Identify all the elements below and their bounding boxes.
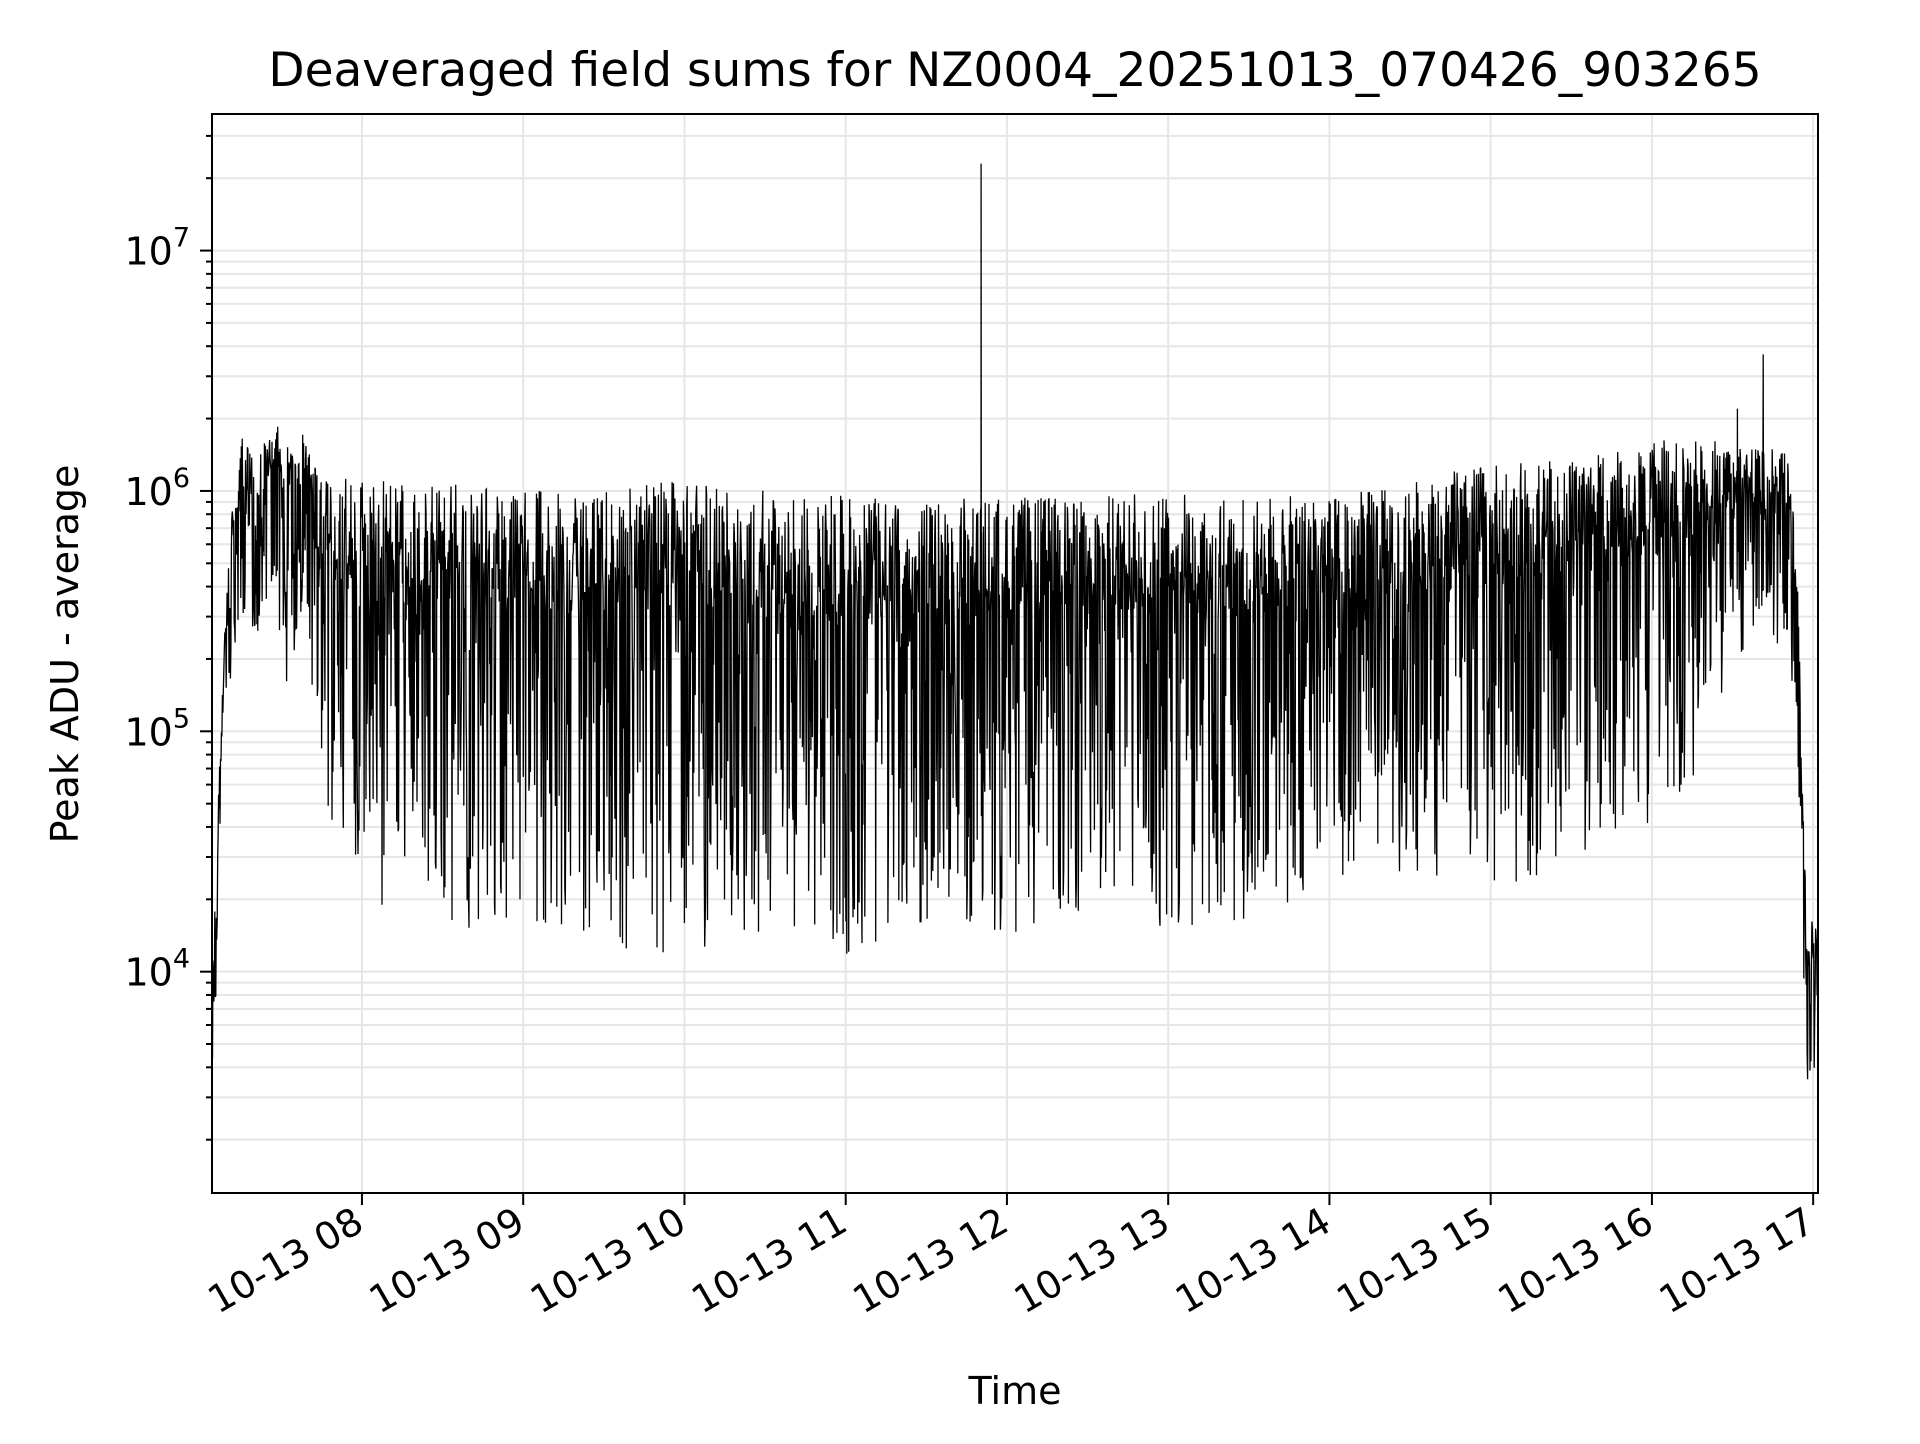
x-axis-label: Time [968,1369,1062,1413]
y-axis-ticks: 104 105 106 107 [124,134,212,1141]
chart-title: Deaveraged field sums for NZ0004_2025101… [268,43,1761,98]
series-line [212,163,1818,1080]
plot-frame [211,113,1819,1194]
y-axis-label: Peak ADU - average [43,465,87,844]
series-layer [212,163,1818,1080]
y-tick-label: 104 [124,944,190,995]
y-tick-label: 105 [124,703,190,754]
y-tick-label: 106 [124,463,190,514]
y-tick-label: 107 [124,223,190,274]
